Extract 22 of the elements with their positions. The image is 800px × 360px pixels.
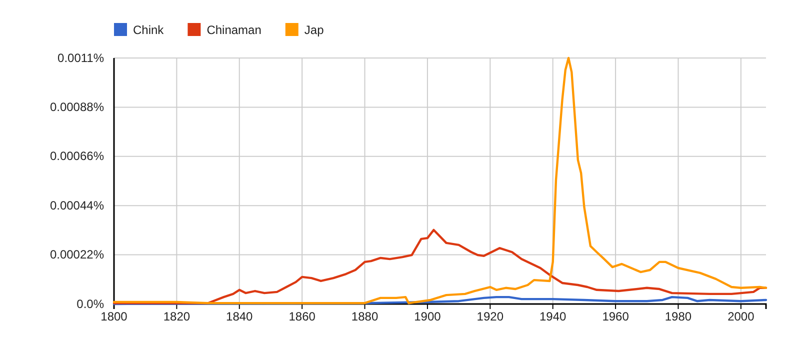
- x-tick-label: 1840: [226, 310, 254, 324]
- legend-label: Chink: [133, 23, 165, 37]
- y-tick-label: 0.0%: [76, 296, 104, 311]
- x-tick-label: 1860: [288, 310, 316, 324]
- y-tick-label: 0.00022%: [50, 248, 104, 262]
- x-tick-label: 1980: [664, 310, 692, 324]
- x-tick-label: 1960: [602, 310, 630, 324]
- x-tick-label: 2000: [728, 310, 755, 324]
- line-series: [112, 56, 768, 304]
- x-tick-label: 1920: [476, 310, 504, 324]
- y-tick-label: 0.0011%: [58, 50, 104, 65]
- legend-label: Jap: [304, 23, 324, 37]
- x-tick-label: 1800: [100, 310, 128, 324]
- x-tick-label: 1900: [414, 310, 442, 324]
- x-tick-label: 1820: [163, 310, 190, 324]
- legend-label: Chinaman: [206, 23, 262, 37]
- x-tick-label: 1940: [539, 310, 567, 324]
- line-series: [112, 296, 768, 306]
- y-tick-label: 0.00066%: [50, 149, 104, 164]
- y-tick-label: 0.00044%: [50, 198, 104, 212]
- x-tick-label: 1880: [351, 310, 378, 324]
- y-tick-label: 0.00088%: [50, 100, 104, 114]
